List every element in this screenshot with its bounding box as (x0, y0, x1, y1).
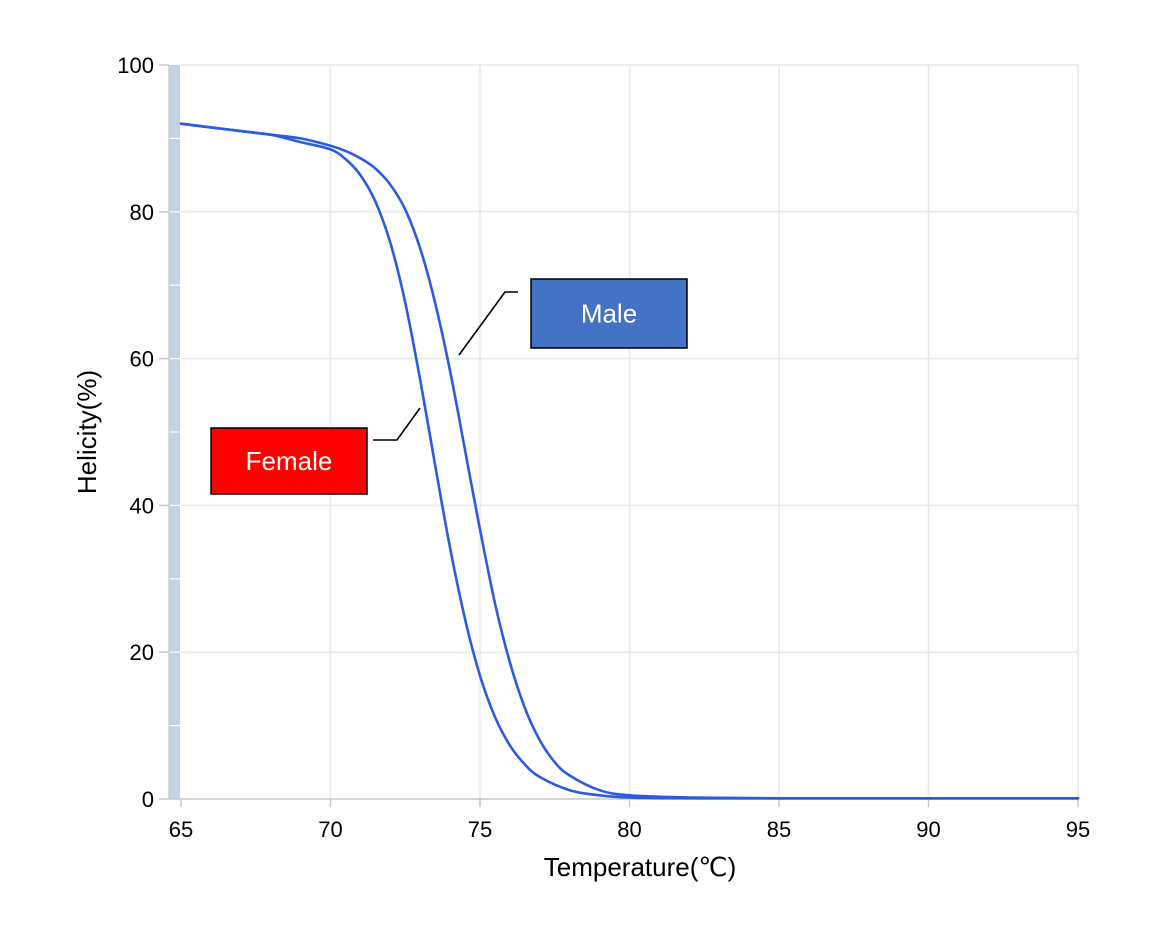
x-tick-label: 70 (318, 817, 342, 842)
x-tick-label: 65 (169, 817, 193, 842)
x-tick-label: 95 (1066, 817, 1090, 842)
y-axis-title: Helicity(%) (72, 370, 102, 494)
y-tick-label: 0 (142, 787, 154, 812)
series-line-female (179, 122, 1080, 800)
x-axis-title: Temperature(℃) (544, 852, 736, 882)
series-lines (179, 122, 1080, 800)
y-tick-label: 40 (130, 493, 154, 518)
callout-leader-line (373, 407, 421, 441)
callout-leader-line (458, 291, 518, 356)
series-callouts: Male Female (210, 278, 688, 495)
y-tick-label: 20 (130, 640, 154, 665)
callout-label: Female (246, 446, 333, 476)
tick-labels: 0 20 40 60 80 100 65 70 75 80 85 90 95 (117, 53, 1090, 842)
callout-male: Male (458, 278, 688, 356)
series-line-male (179, 122, 1080, 800)
callout-box (530, 278, 688, 349)
x-tick-label: 85 (767, 817, 791, 842)
x-tick-label: 75 (468, 817, 492, 842)
x-tick-label: 90 (916, 817, 940, 842)
y-tick-label: 80 (130, 200, 154, 225)
callout-female: Female (210, 407, 421, 495)
y-tick-label: 100 (117, 53, 154, 78)
x-tick-label: 80 (617, 817, 641, 842)
callout-label: Male (581, 299, 637, 329)
grid-lines (181, 64, 1079, 799)
y-tick-label: 60 (130, 347, 154, 372)
callout-box (210, 427, 368, 495)
